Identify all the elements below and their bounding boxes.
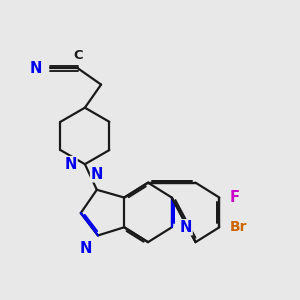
- Text: N: N: [29, 61, 42, 76]
- Text: C: C: [73, 50, 83, 62]
- Text: N: N: [180, 220, 192, 235]
- Text: N: N: [64, 157, 77, 172]
- Text: F: F: [229, 190, 239, 205]
- Text: Br: Br: [229, 220, 247, 234]
- Text: N: N: [80, 242, 92, 256]
- Text: N: N: [91, 167, 103, 182]
